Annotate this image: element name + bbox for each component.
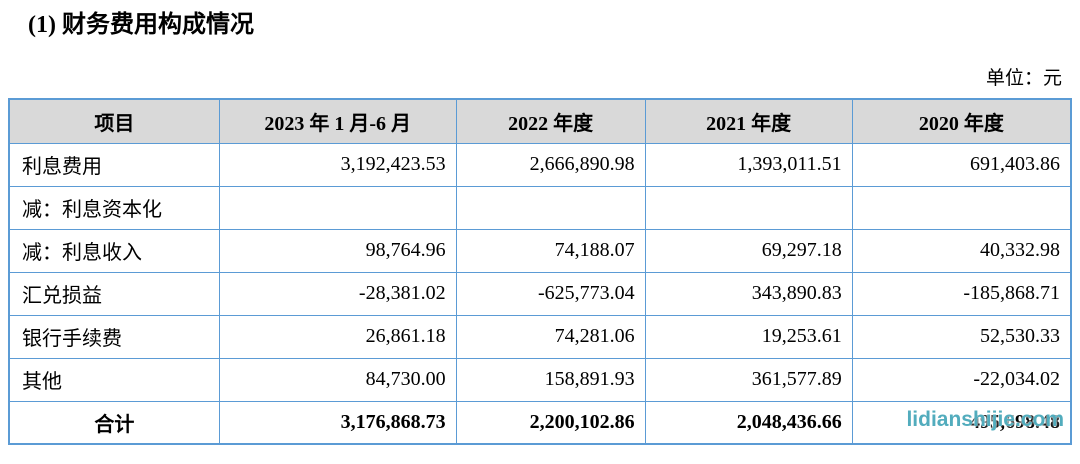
cell-value: 74,188.07	[455, 228, 646, 273]
row-label-text: 减：利息收入	[22, 242, 142, 264]
column-header: 2021 年度	[644, 98, 853, 144]
cell-value-text: -28,381.02	[358, 282, 446, 304]
table-body: 利息费用 3,192,423.53 2,666,890.98 1,393,011.51…	[8, 142, 1072, 445]
cell-value: 495,698.48 lidianshijie.com	[851, 400, 1072, 445]
cell-value: -625,773.04	[455, 271, 646, 316]
cell-value-text: 98,764.96	[365, 239, 446, 261]
table-row: 银行手续费 26,861.18 74,281.06 19,253.61 52,530.3…	[8, 314, 1072, 359]
cell-value: 158,891.93	[455, 357, 646, 402]
cell-value-text: 74,281.06	[554, 325, 635, 347]
cell-value-text: -625,773.04	[537, 282, 635, 304]
cell-value: 3,192,423.53	[218, 142, 457, 187]
cell-value-text: 691,403.86	[970, 153, 1060, 175]
financial-expense-table: 项目 2023 年 1 月-6 月 2022 年度 2021 年度 2020 年度 利息…	[8, 98, 1072, 445]
cell-value: -22,034.02	[851, 357, 1072, 402]
table-row: 利息费用 3,192,423.53 2,666,890.98 1,393,011.51…	[8, 142, 1072, 187]
cell-value: 691,403.86	[851, 142, 1072, 187]
cell-value: 74,281.06	[455, 314, 646, 359]
cell-value: 3,176,868.73	[218, 400, 457, 445]
cell-value-text: 2,666,890.98	[529, 153, 635, 175]
cell-value: 2,200,102.86	[455, 400, 646, 445]
cell-value-text: 158,891.93	[544, 368, 635, 390]
cell-value-text: -22,034.02	[973, 368, 1060, 390]
cell-value: 361,577.89	[644, 357, 853, 402]
section-title: (1) 财务费用构成情况	[28, 12, 254, 38]
cell-value-text: 361,577.89	[751, 368, 842, 390]
table-row: 汇兑损益 -28,381.02 -625,773.04 343,890.83 -185,…	[8, 271, 1072, 316]
cell-value: 1,393,011.51	[644, 142, 853, 187]
cell-value-text: 74,188.07	[554, 239, 635, 261]
row-label: 减：利息收入	[8, 228, 220, 273]
cell-value-text: 495,698.48	[970, 410, 1060, 433]
cell-value: 19,253.61	[644, 314, 853, 359]
cell-value: 343,890.83	[644, 271, 853, 316]
table-row: 其他 84,730.00 158,891.93 361,577.89 -22,034.0…	[8, 357, 1072, 402]
cell-value: 98,764.96	[218, 228, 457, 273]
cell-value: -185,868.71	[851, 271, 1072, 316]
cell-value: 26,861.18	[218, 314, 457, 359]
column-header: 2022 年度	[455, 98, 646, 144]
column-header: 2023 年 1 月-6 月	[218, 98, 457, 144]
cell-value: 84,730.00	[218, 357, 457, 402]
row-label: 银行手续费	[8, 314, 220, 359]
table-header-row: 项目 2023 年 1 月-6 月 2022 年度 2021 年度 2020 年度	[8, 98, 1072, 144]
row-label: 利息费用	[8, 142, 220, 187]
unit-label: 单位：元	[985, 68, 1062, 89]
cell-value-text: -185,868.71	[963, 282, 1060, 304]
cell-value: 2,666,890.98	[455, 142, 646, 187]
column-header: 项目	[8, 98, 220, 144]
table-row: 减：利息资本化	[8, 185, 1072, 230]
cell-value: -28,381.02	[218, 271, 457, 316]
cell-value	[851, 185, 1072, 230]
cell-value	[218, 185, 457, 230]
row-label: 合计	[8, 400, 220, 445]
row-label-text: 减：利息资本化	[22, 199, 162, 221]
row-label: 汇兑损益	[8, 271, 220, 316]
row-label-text: 银行手续费	[22, 328, 122, 350]
cell-value-text: 3,176,868.73	[340, 410, 446, 433]
row-label-text: 利息费用	[22, 156, 102, 178]
table-row: 减：利息收入 98,764.96 74,188.07 69,297.18 40,332.…	[8, 228, 1072, 273]
cell-value-text: 3,192,423.53	[340, 153, 446, 175]
cell-value: 52,530.33	[851, 314, 1072, 359]
row-label-text: 其他	[22, 371, 62, 393]
cell-value-text: 69,297.18	[761, 239, 842, 261]
cell-value	[455, 185, 646, 230]
row-label: 其他	[8, 357, 220, 402]
row-label-text: 合计	[94, 413, 135, 436]
cell-value-text: 1,393,011.51	[737, 153, 842, 175]
cell-value: 40,332.98	[851, 228, 1072, 273]
column-header: 2020 年度	[851, 98, 1072, 144]
cell-value	[644, 185, 853, 230]
cell-value: 69,297.18	[644, 228, 853, 273]
cell-value-text: 19,253.61	[761, 325, 842, 347]
cell-value-text: 40,332.98	[980, 239, 1060, 261]
cell-value: 2,048,436.66	[644, 400, 853, 445]
cell-value-text: 84,730.00	[365, 368, 446, 390]
cell-value-text: 343,890.83	[751, 282, 842, 304]
cell-value-text: 52,530.33	[980, 325, 1060, 347]
row-label-text: 汇兑损益	[22, 285, 102, 307]
cell-value-text: 26,861.18	[365, 325, 446, 347]
row-label: 减：利息资本化	[8, 185, 220, 230]
cell-value-text: 2,048,436.66	[736, 410, 842, 433]
cell-value-text: 2,200,102.86	[529, 410, 635, 433]
table-row: 合计 3,176,868.73 2,200,102.86 2,048,436.66 49…	[8, 400, 1072, 445]
